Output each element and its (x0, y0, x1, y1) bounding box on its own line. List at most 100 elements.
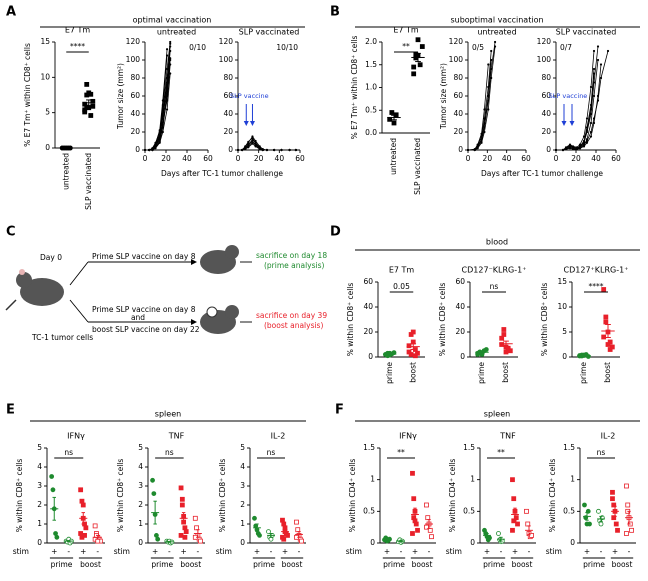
stim-label: + (612, 547, 618, 556)
y-tick-label: 4 (240, 462, 245, 471)
y-tick-label: 0.5 (365, 105, 377, 114)
point (511, 496, 517, 502)
chart: 0 20 40 60 80 100 120 0 20 40 60 SLP vaccinated 0/7 S… (537, 28, 621, 164)
y-axis-title: % within CD4⁺ cells (448, 459, 457, 533)
point (92, 523, 98, 529)
point (53, 531, 58, 536)
point (587, 521, 592, 527)
y-axis-title: % within CD8⁺ cells (540, 283, 549, 357)
point (624, 483, 629, 489)
point (615, 527, 620, 533)
point (178, 533, 184, 538)
y-tick-label: 40 (130, 109, 140, 118)
diagram-text: (prime analysis) (264, 261, 325, 270)
point (501, 327, 507, 332)
y-tick-label: 80 (453, 73, 463, 82)
y-tick-label: 80 (130, 73, 140, 82)
stim-label: - (67, 547, 70, 556)
header: spleen (155, 410, 181, 419)
panel-letter: C (6, 225, 16, 240)
stim-label: - (96, 547, 99, 556)
group-label: boost (80, 560, 101, 569)
header: spleen (484, 410, 510, 419)
y-tick-label: 60 (455, 277, 465, 286)
chart-title: E7 Tm (65, 26, 91, 35)
diagram: Day 0 TC-1 tumor cells Prime SLP vaccine… (5, 245, 327, 342)
growth-curve (145, 49, 168, 151)
point (78, 487, 84, 493)
point (182, 534, 188, 540)
significance-label: ** (402, 42, 410, 51)
annotation: 0/7 (560, 43, 572, 52)
mouse (20, 278, 64, 306)
chart-title: E7 Tm (393, 26, 419, 35)
diagram-text: boost SLP vaccine on day 22 (92, 325, 200, 334)
y-tick-label: 100 (537, 55, 552, 64)
x-tick-label: 40 (591, 154, 601, 163)
vaccine-label: SLP vaccine (549, 92, 588, 100)
y-tick-label: 60 (130, 91, 140, 100)
y-tick-label: 0 (458, 145, 463, 154)
y-tick-label: 80 (223, 73, 233, 82)
x-tick-label: 60 (295, 154, 305, 163)
point (90, 103, 96, 109)
point (603, 319, 609, 325)
stim-label: + (282, 547, 288, 556)
vaccine-arrow-head (569, 121, 575, 126)
group-label: prime (51, 560, 73, 569)
diagram-text: and (131, 313, 145, 322)
y-tick-label: 60 (541, 91, 551, 100)
y-tick-label: 0 (562, 352, 567, 361)
y-tick-label: 0.5 (363, 506, 375, 515)
panel-letter: D (330, 225, 341, 240)
significance-label: ns (490, 282, 499, 291)
category-label: untreated (61, 153, 70, 190)
category-label: prime (579, 362, 588, 384)
point (54, 534, 60, 540)
stim-label: - (600, 547, 603, 556)
y-tick-label: 3 (37, 481, 42, 490)
stim-label: - (528, 547, 531, 556)
y-tick-label: 40 (455, 302, 465, 311)
y-tick-label: 120 (219, 37, 234, 46)
point (50, 487, 56, 493)
point (82, 107, 88, 113)
y-axis-title: % within CD4⁺ cells (348, 459, 357, 533)
y-tick-label: 0.0 (365, 128, 377, 137)
group-label: prime (151, 560, 173, 569)
growth-curve (468, 46, 496, 151)
panel-letter: A (6, 5, 16, 20)
y-tick-label: 20 (223, 127, 233, 136)
point (603, 314, 609, 320)
stim-axis-label: stim (216, 547, 232, 556)
point (487, 535, 492, 541)
point (496, 531, 501, 536)
stim-axis-label: stim (346, 547, 362, 556)
stim-label: + (51, 547, 57, 556)
tumor (206, 306, 218, 318)
y-tick-label: 120 (449, 37, 464, 46)
y-tick-label: 1.5 (365, 60, 377, 69)
y-tick-label: 60 (453, 91, 463, 100)
point (625, 502, 631, 508)
y-tick-label: 100 (219, 55, 234, 64)
point (419, 44, 425, 49)
chart: 0 20 40 60 E7 Tm % within CD8⁺ cells prime boos… (346, 266, 425, 384)
x-tick-label: 60 (521, 154, 531, 163)
category-label: SLP vaccinated (413, 138, 422, 195)
y-tick-label: 5 (138, 443, 143, 452)
stim-label: + (412, 547, 418, 556)
point (411, 496, 417, 502)
vaccine-arrow-head (243, 121, 249, 126)
chart-title: SLP vaccinated (239, 28, 300, 37)
significance-label: **** (70, 42, 85, 51)
x-axis-title: Days after TC-1 tumor challenge (481, 169, 603, 178)
category-label: prime (477, 362, 486, 384)
point (412, 353, 418, 359)
stim-label: - (400, 547, 403, 556)
mouse-head (225, 305, 239, 319)
y-tick-label: 15 (40, 37, 50, 46)
point (515, 521, 520, 527)
